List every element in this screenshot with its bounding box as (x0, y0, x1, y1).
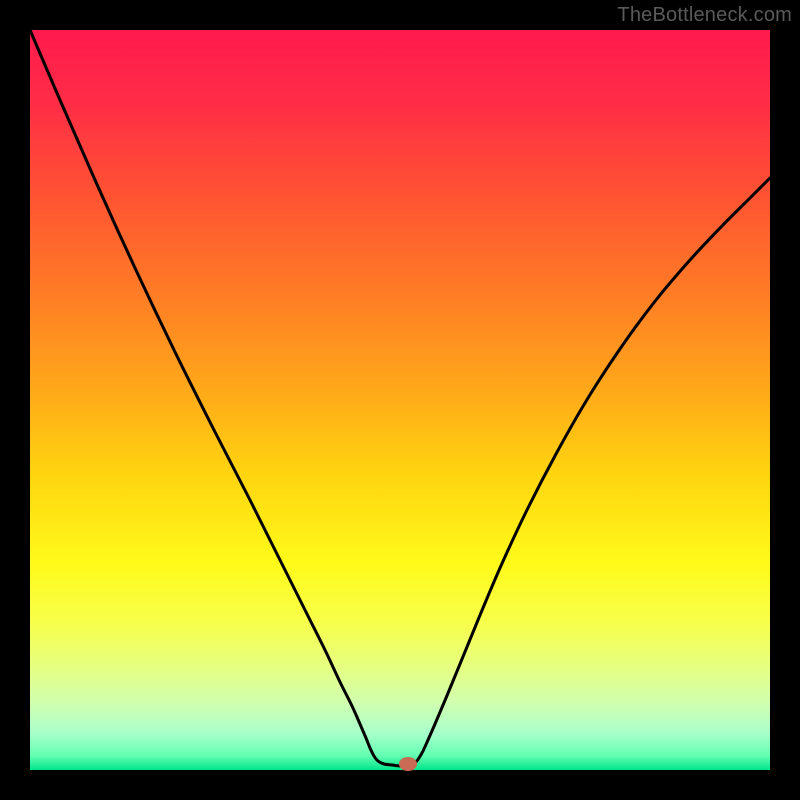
plot-background (30, 30, 770, 770)
watermark-text: TheBottleneck.com (617, 4, 792, 27)
bottleneck-chart (0, 0, 800, 800)
chart-container: TheBottleneck.com (0, 0, 800, 800)
optimal-point-marker (399, 757, 417, 771)
